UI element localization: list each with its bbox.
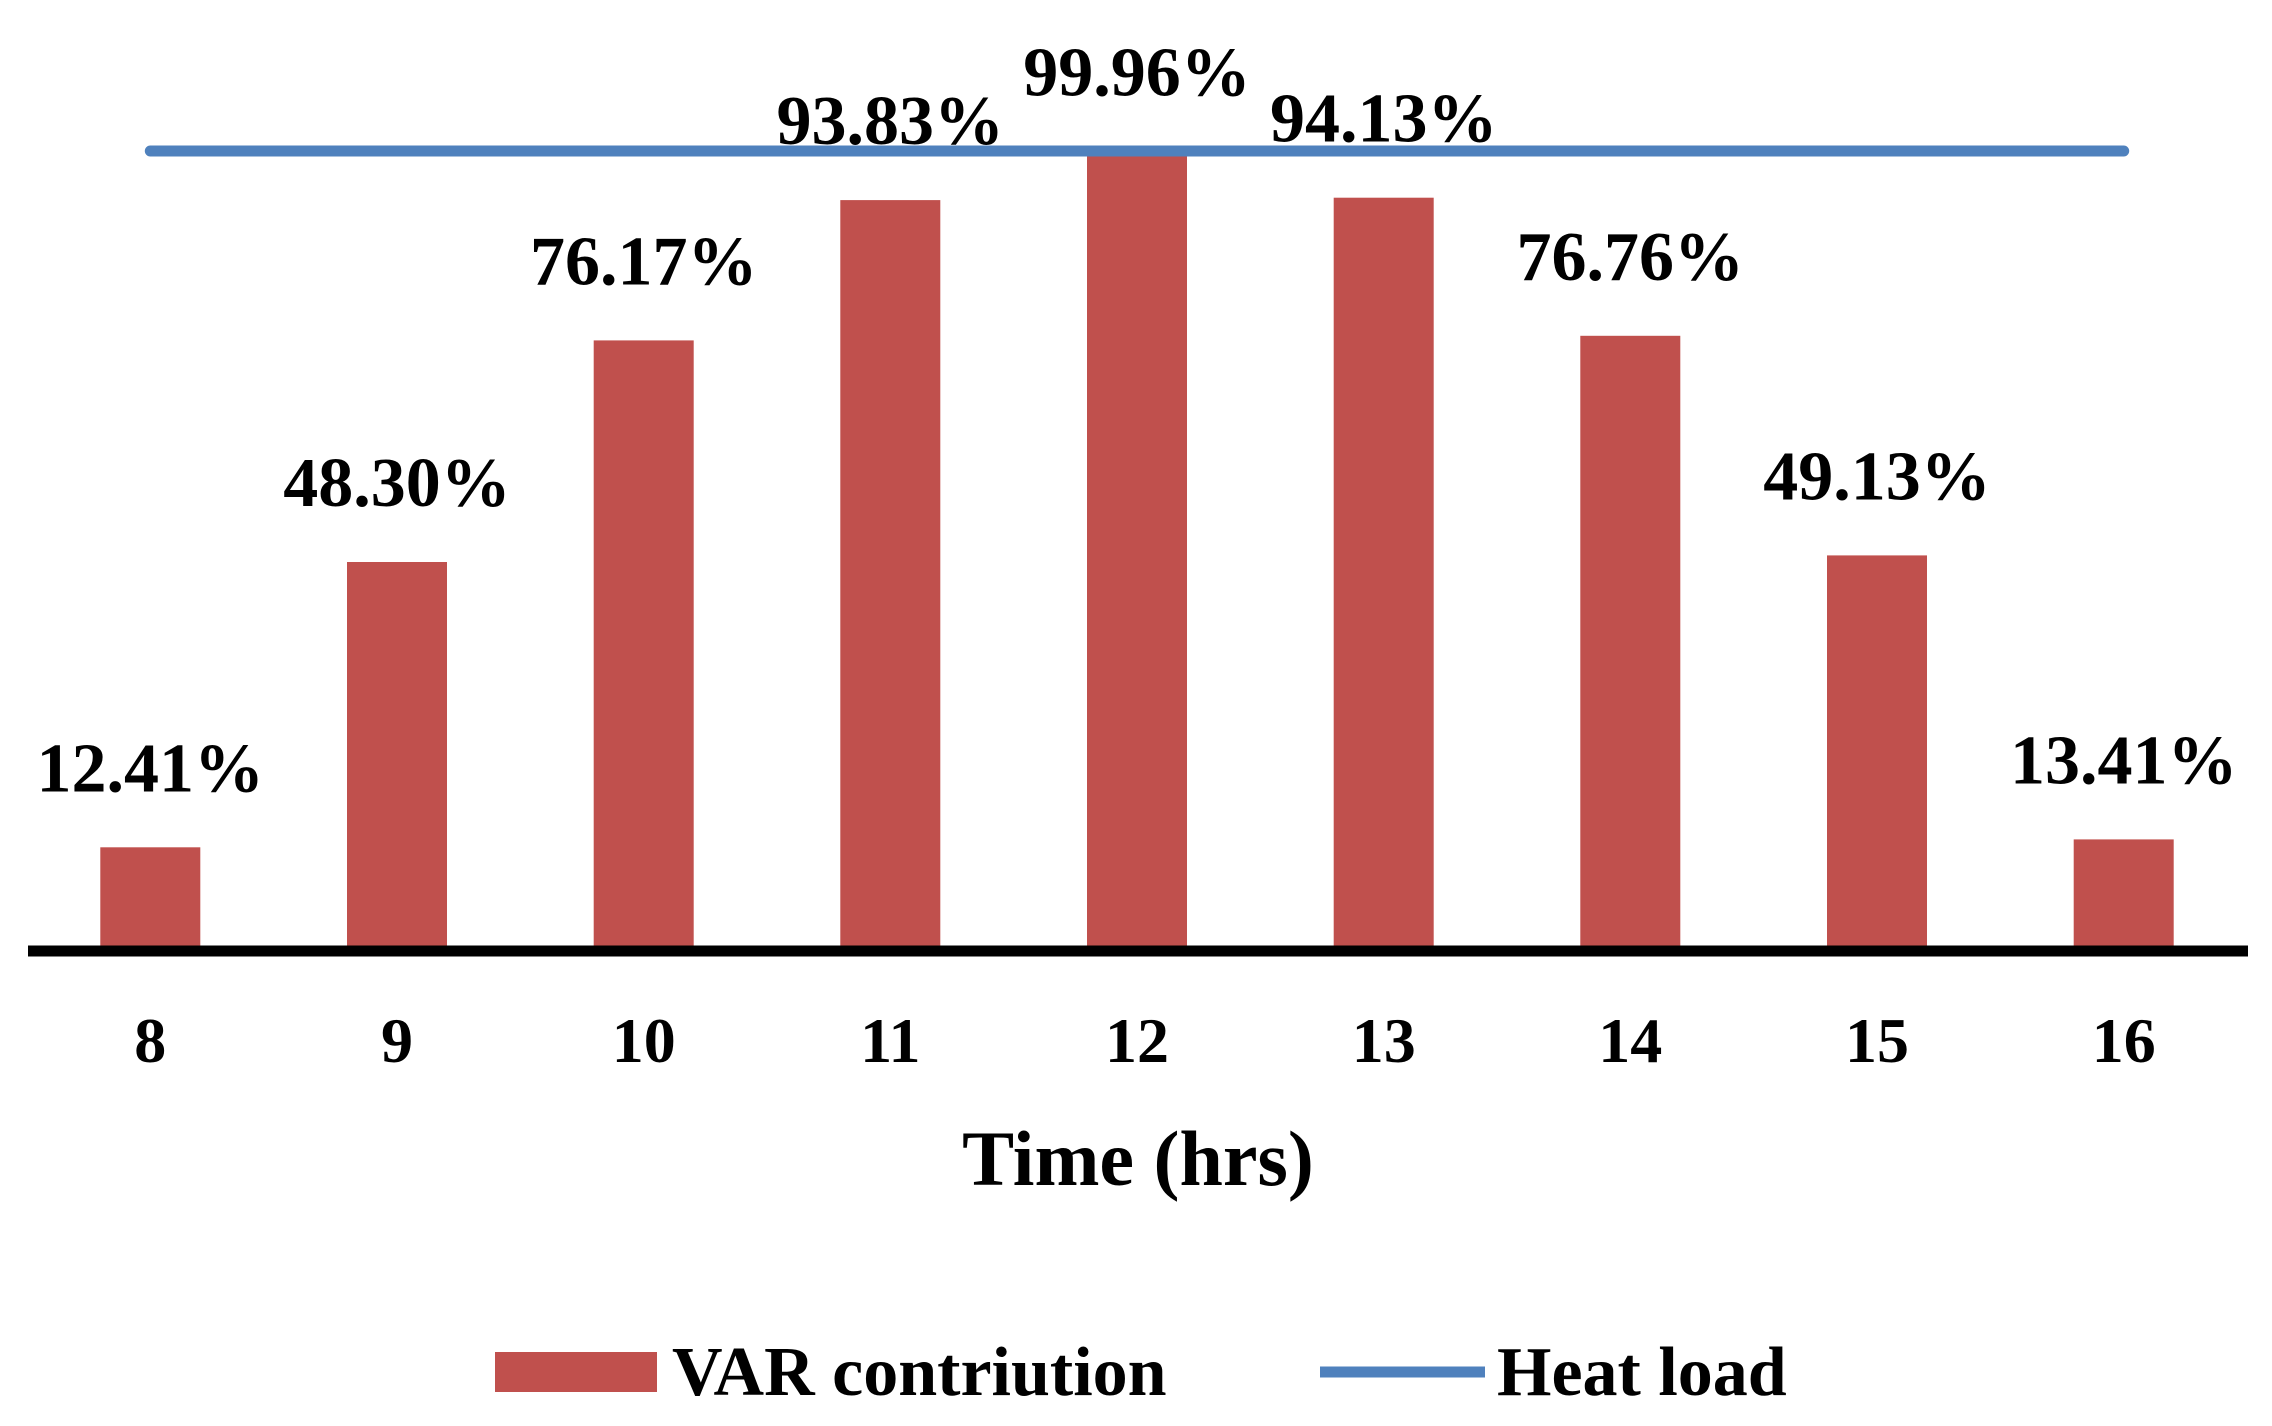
bar-10 xyxy=(593,340,694,946)
x-tick-labels: 8 9 10 11 12 13 14 15 16 xyxy=(134,1005,2155,1076)
x-tick-14: 14 xyxy=(1598,1005,1662,1076)
data-label-8: 12.41% xyxy=(37,730,265,807)
legend-label-heat-load: Heat load xyxy=(1497,1334,1787,1411)
bar-8 xyxy=(100,847,201,946)
data-label-12: 99.96% xyxy=(1023,34,1251,111)
bar-12 xyxy=(1087,151,1187,947)
data-label-16: 13.41% xyxy=(2010,722,2238,799)
x-tick-11: 11 xyxy=(860,1005,920,1076)
data-label-15: 49.13% xyxy=(1763,438,1991,515)
legend-swatch-var xyxy=(495,1352,657,1392)
legend-label-var: VAR contriution xyxy=(672,1334,1167,1411)
x-tick-8: 8 xyxy=(134,1005,166,1076)
data-label-13: 94.13% xyxy=(1270,81,1498,158)
x-tick-13: 13 xyxy=(1352,1005,1416,1076)
bar-13 xyxy=(1333,197,1434,946)
data-labels-layer: 12.41%48.30%76.17%93.83%99.96%94.13%76.7… xyxy=(37,34,2238,807)
bar-11 xyxy=(840,200,941,947)
data-label-14: 76.76% xyxy=(1517,219,1745,296)
bar-16 xyxy=(2073,839,2174,946)
x-tick-16: 16 xyxy=(2092,1005,2156,1076)
x-tick-12: 12 xyxy=(1105,1005,1169,1076)
x-tick-15: 15 xyxy=(1845,1005,1909,1076)
bars-layer xyxy=(100,151,2174,947)
x-tick-10: 10 xyxy=(612,1005,676,1076)
bar-15 xyxy=(1827,555,1927,946)
x-axis-title: Time (hrs) xyxy=(962,1115,1314,1202)
x-tick-9: 9 xyxy=(381,1005,413,1076)
data-label-9: 48.30% xyxy=(283,445,511,522)
bar-14 xyxy=(1580,335,1681,946)
data-label-10: 76.17% xyxy=(530,223,758,300)
legend: VAR contriution Heat load xyxy=(495,1334,1787,1411)
bar-9 xyxy=(347,562,447,946)
